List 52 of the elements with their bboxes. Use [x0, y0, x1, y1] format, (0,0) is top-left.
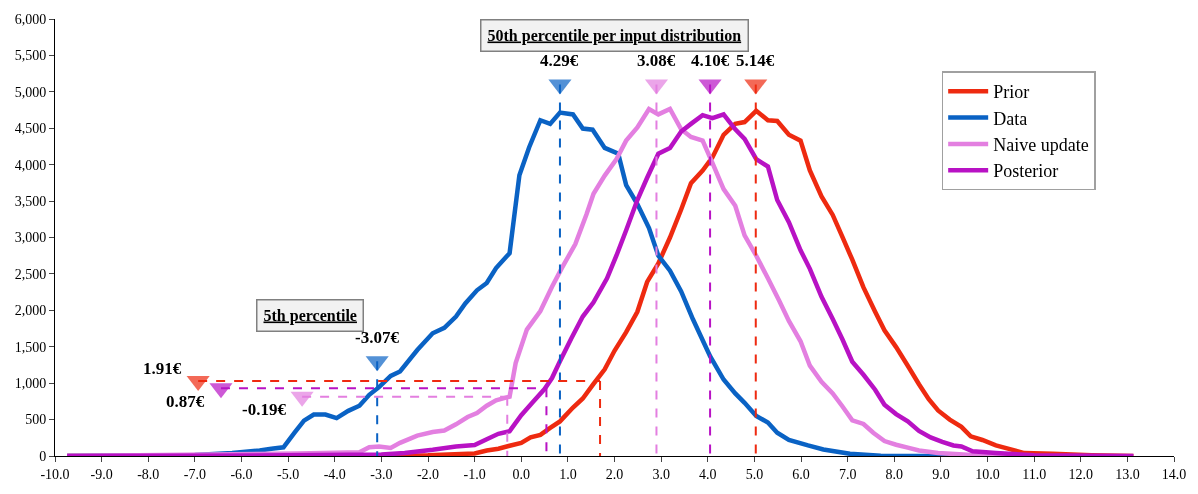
- x-tick-label: -6.0: [230, 466, 253, 482]
- x-tick-label: 10.0: [975, 466, 1000, 482]
- x-tick-label: -8.0: [137, 466, 160, 482]
- y-tick-label: 2,000: [14, 303, 47, 319]
- annotation: 3.08€: [637, 51, 676, 70]
- x-tick-label: 3.0: [652, 466, 670, 482]
- annotation: 5th percentile: [263, 306, 357, 325]
- x-tick-label: 9.0: [932, 466, 950, 482]
- y-tick-label: 3,000: [14, 230, 47, 246]
- y-tick-label: 0: [39, 448, 47, 464]
- x-tick-label: -9.0: [90, 466, 113, 482]
- annotation: 4.29€: [540, 51, 579, 70]
- x-tick-label: 13.0: [1115, 466, 1140, 482]
- annotation: 50th percentile per input distribution: [487, 26, 742, 45]
- legend-label: Naive update: [993, 134, 1089, 155]
- x-tick-label: -7.0: [183, 466, 206, 482]
- x-tick-label: 5.0: [745, 466, 764, 482]
- annotation: 4.10€: [691, 51, 730, 70]
- y-tick-label: 1,000: [14, 376, 47, 392]
- x-tick-label: -5.0: [277, 466, 300, 482]
- x-tick-label: 2.0: [605, 466, 624, 482]
- x-tick-label: 7.0: [838, 466, 857, 482]
- y-tick-label: 3,500: [14, 193, 47, 209]
- legend-label: Posterior: [993, 161, 1059, 182]
- x-tick-label: -4.0: [323, 466, 346, 482]
- y-tick-label: 5,000: [14, 84, 47, 100]
- y-tick-label: 4,000: [14, 157, 47, 173]
- x-tick-label: 11.0: [1022, 466, 1047, 482]
- x-tick-label: 6.0: [792, 466, 810, 482]
- x-tick-label: 1.0: [559, 466, 577, 482]
- y-tick-label: 2,500: [14, 266, 47, 282]
- x-tick-label: 8.0: [885, 466, 903, 482]
- x-tick-label: 4.0: [699, 466, 717, 482]
- y-tick-label: 1,500: [14, 339, 47, 355]
- annotation: 1.91€: [143, 359, 182, 378]
- annotation: -3.07€: [355, 328, 400, 347]
- legend-label: Data: [993, 108, 1028, 129]
- annotation: 5.14€: [736, 51, 775, 70]
- annotation: 0.87€: [166, 392, 205, 411]
- y-tick-label: 500: [25, 412, 47, 428]
- x-tick-label: 14.0: [1161, 466, 1187, 482]
- y-tick-label: 4,500: [14, 121, 47, 137]
- x-tick-label: -10.0: [40, 466, 70, 482]
- legend-label: Prior: [993, 82, 1030, 103]
- annotation: -0.19€: [242, 400, 287, 419]
- x-tick-label: -3.0: [370, 466, 393, 482]
- x-tick-label: 12.0: [1068, 466, 1093, 482]
- y-tick-label: 6,000: [14, 11, 47, 27]
- x-tick-label: -2.0: [416, 466, 440, 482]
- x-tick-label: 0.0: [512, 466, 530, 482]
- y-tick-label: 5,500: [14, 48, 47, 64]
- x-tick-label: -1.0: [463, 466, 486, 482]
